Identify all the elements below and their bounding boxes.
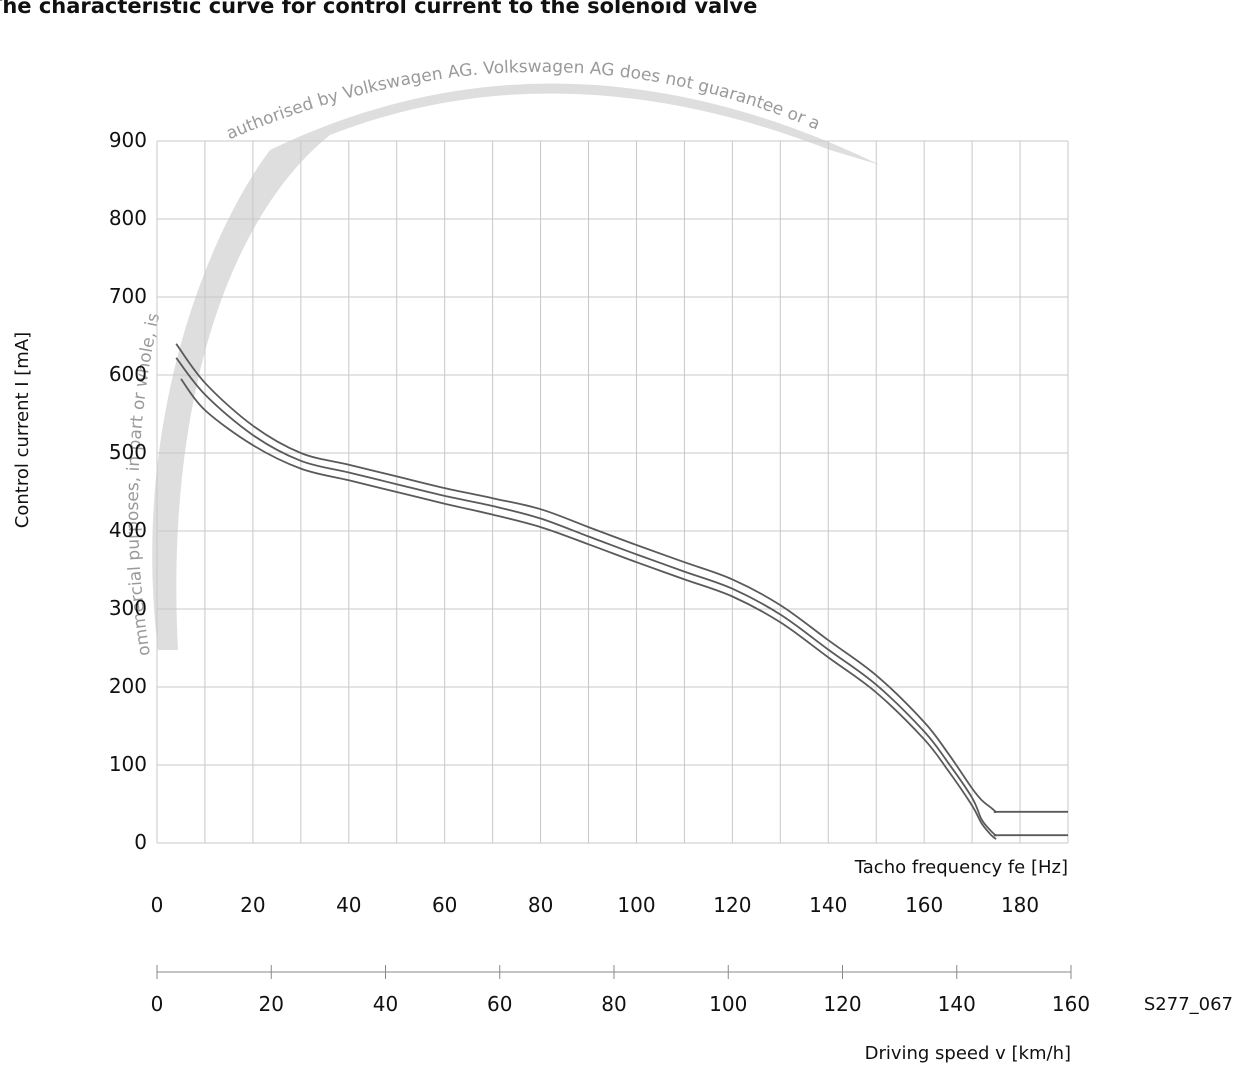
x-tick-label: 160 [905, 893, 943, 917]
chart-title: The characteristic curve for control cur… [0, 0, 758, 18]
speed-tick-label: 20 [259, 992, 284, 1016]
grid [156, 140, 1069, 844]
x-tick-label: 20 [240, 893, 265, 917]
curve-line-1 [175, 343, 1068, 813]
x-tick-label: 0 [151, 893, 164, 917]
y-tick-label: 200 [109, 674, 147, 698]
x-tick-label: 120 [713, 893, 751, 917]
speed-tick-label: 160 [1052, 992, 1090, 1016]
curve-line-2 [175, 357, 1068, 837]
y-tick-label: 400 [109, 518, 147, 542]
speed-tick-label: 40 [373, 992, 398, 1016]
watermark: authorised by Volkswagen AG. Volkswagen … [123, 57, 880, 657]
x-axis-ticks: 0 20 40 60 80 100 120 140 160 180 [151, 893, 1040, 917]
y-tick-label: 700 [109, 284, 147, 308]
x-tick-label: 100 [617, 893, 655, 917]
x-axis-label: Tacho frequency fe [Hz] [854, 857, 1068, 878]
watermark-arc [152, 83, 880, 650]
y-tick-label: 900 [109, 128, 147, 152]
speed-tick-label: 120 [823, 992, 861, 1016]
speed-tick-label: 80 [601, 992, 626, 1016]
curves [175, 343, 1068, 840]
x-tick-label: 40 [336, 893, 361, 917]
y-tick-label: 500 [109, 440, 147, 464]
y-tick-label: 300 [109, 596, 147, 620]
speed-tick-label: 100 [709, 992, 747, 1016]
y-tick-label: 0 [134, 830, 147, 854]
y-tick-label: 600 [109, 362, 147, 386]
x-tick-label: 140 [809, 893, 847, 917]
x-tick-label: 180 [1001, 893, 1039, 917]
speed-axis: 0 20 40 60 80 100 120 140 160 [151, 965, 1090, 1016]
curve-line-3 [180, 378, 997, 840]
y-axis-ticks: 0 100 200 300 400 500 600 700 800 900 [109, 128, 147, 854]
figure-id: S277_067 [1144, 994, 1233, 1015]
speed-tick-label: 0 [151, 992, 164, 1016]
x2-axis-label: Driving speed v [km/h] [865, 1043, 1071, 1064]
y-axis-label: Control current I [mA] [12, 332, 33, 528]
y-tick-label: 100 [109, 752, 147, 776]
speed-tick-label: 140 [938, 992, 976, 1016]
speed-tick-label: 60 [487, 992, 512, 1016]
x-tick-label: 80 [528, 893, 553, 917]
x-tick-label: 60 [432, 893, 457, 917]
y-tick-label: 800 [109, 206, 147, 230]
